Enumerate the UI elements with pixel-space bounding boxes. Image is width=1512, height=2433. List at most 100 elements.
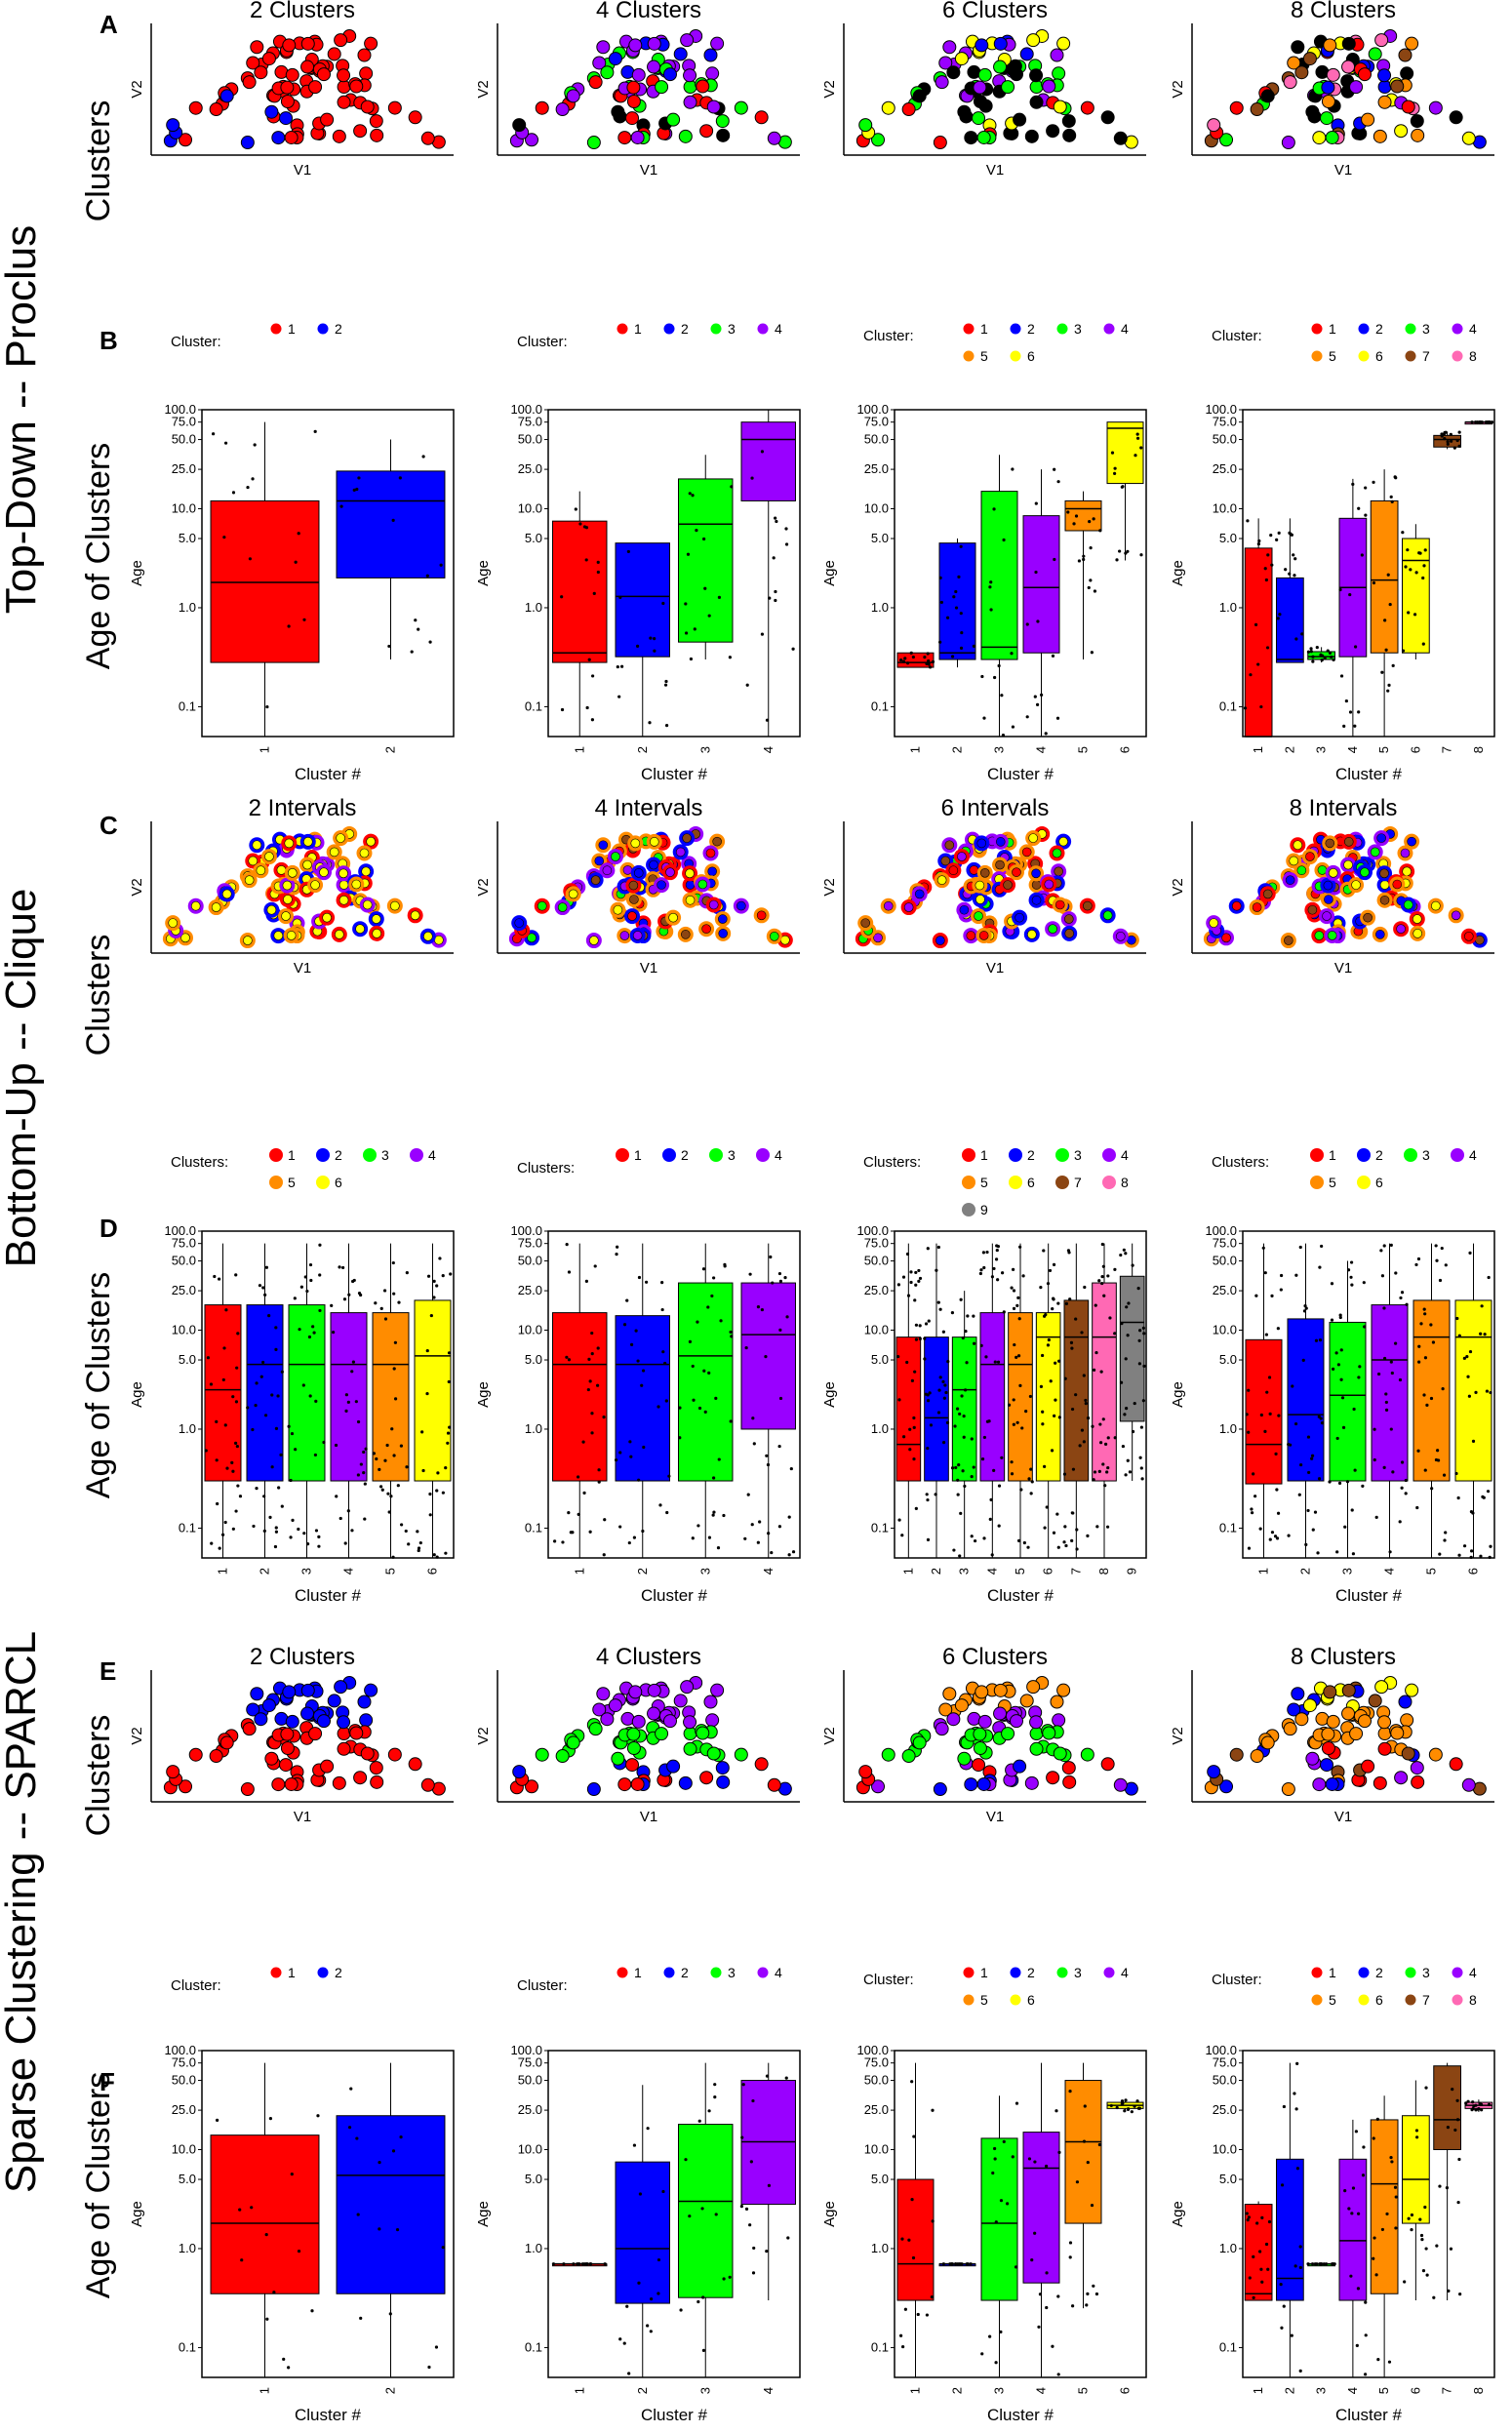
data-point	[767, 131, 781, 145]
jitter-point	[418, 1540, 422, 1545]
jitter-point	[352, 488, 356, 492]
data-point	[1410, 1761, 1424, 1775]
data-point	[1321, 1727, 1335, 1741]
jitter-point	[1088, 520, 1092, 524]
data-point	[387, 1747, 402, 1762]
y-tick-label: 0.1	[525, 2339, 542, 2354]
jitter-point	[248, 557, 253, 561]
y-tick-label: 10.0	[864, 1322, 889, 1336]
jitter-point	[1024, 1410, 1028, 1414]
x-tick-label: 5	[1376, 746, 1391, 753]
jitter-point	[378, 2227, 381, 2231]
jitter-point	[765, 718, 770, 722]
box	[1064, 2080, 1102, 2224]
data-point	[555, 102, 570, 117]
data-point	[1461, 1777, 1476, 1792]
jitter-point	[901, 1275, 906, 1279]
x-tick-label: 2	[950, 2387, 965, 2394]
jitter-point	[901, 659, 905, 663]
y-tick-label: 75.0	[518, 415, 542, 429]
jitter-point	[628, 1440, 632, 1444]
data-point	[1019, 47, 1034, 61]
data-point	[668, 912, 678, 923]
jitter-point	[966, 1314, 970, 1318]
legend-label: 6	[1027, 1175, 1035, 1190]
jitter-point	[1247, 2215, 1251, 2219]
jitter-point	[1304, 1306, 1308, 1310]
legend-title: Clusters:	[517, 1160, 575, 1177]
jitter-point	[707, 2109, 711, 2113]
jitter-point	[996, 1278, 1000, 1282]
data-point	[611, 852, 620, 861]
jitter-point	[1025, 622, 1029, 626]
x-axis-label: V1	[986, 1809, 1004, 1825]
x-tick-label: 8	[1471, 2387, 1486, 2394]
data-point	[1100, 1757, 1115, 1772]
jitter-point	[909, 651, 913, 655]
box-cluster-4: 4	[1338, 478, 1368, 753]
jitter-point	[990, 1553, 994, 1557]
legend: Cluster: 1 2 3 45 6 7 8	[1212, 1965, 1477, 2008]
jitter-point	[729, 1330, 733, 1335]
box-cluster-7: 7	[1062, 1243, 1091, 1575]
jitter-point	[1294, 637, 1298, 641]
jitter-point	[308, 1394, 312, 1398]
y-tick-label: 10.0	[864, 500, 889, 515]
x-tick-label: 2	[1298, 1568, 1313, 1575]
legend-swatch-1	[617, 1967, 628, 1978]
data-point	[626, 1740, 641, 1755]
jitter-point	[297, 1527, 300, 1532]
jitter-point	[1364, 486, 1368, 490]
jitter-point	[1069, 1340, 1074, 1344]
jitter-point	[1393, 475, 1397, 479]
row-label-d-age: Age of Clusters	[80, 1272, 117, 1498]
jitter-point	[317, 1535, 321, 1538]
jitter-point	[1424, 2247, 1428, 2251]
jitter-point	[1276, 617, 1280, 620]
data-point	[622, 865, 633, 875]
boxplot-b-3: Cluster: 1 2 3 45 6100.075.050.025.010.05.01.…	[821, 321, 1147, 783]
jitter-point	[1070, 1407, 1075, 1412]
jitter-point	[577, 1475, 580, 1479]
jitter-point	[993, 675, 997, 680]
jitter-point	[356, 2213, 360, 2216]
legend-label: 3	[1074, 1147, 1082, 1163]
row-label-e-clusters: Clusters	[80, 1715, 117, 1837]
data-point	[697, 879, 708, 890]
jitter-point	[294, 560, 298, 564]
data-point	[1031, 880, 1042, 890]
data-point	[302, 859, 312, 870]
box-cluster-8: 8	[1464, 2099, 1493, 2394]
legend-label: 2	[1027, 1965, 1035, 1980]
data-point	[1207, 1765, 1221, 1779]
data-point	[308, 1727, 323, 1741]
data-point	[608, 1698, 622, 1713]
jitter-point	[1447, 2289, 1451, 2293]
jitter-point	[1456, 1496, 1460, 1500]
jitter-point	[1245, 2212, 1249, 2215]
data-point	[699, 1771, 714, 1785]
data-point	[422, 932, 433, 941]
jitter-point	[1413, 613, 1417, 617]
jitter-point	[941, 1330, 945, 1334]
x-tick-label: 1	[572, 2387, 586, 2394]
jitter-point	[988, 585, 992, 589]
jitter-point	[965, 1361, 969, 1365]
jitter-point	[289, 1536, 293, 1539]
data-point	[1250, 1749, 1264, 1764]
jitter-point	[265, 2317, 269, 2321]
x-axis-label: V1	[1334, 1809, 1352, 1825]
data-point	[993, 36, 1008, 51]
data-point	[649, 859, 658, 870]
data-point	[1349, 1727, 1364, 1741]
jitter-point	[1457, 444, 1461, 448]
data-point	[369, 1761, 383, 1775]
jitter-point	[722, 2277, 726, 2281]
data-point	[976, 130, 991, 144]
data-point	[362, 899, 373, 910]
jitter-point	[1300, 632, 1304, 636]
jitter-point	[425, 574, 429, 578]
jitter-point	[1043, 1526, 1047, 1530]
scatter-title: 2 Clusters	[250, 0, 355, 23]
x-tick-label: 6	[1118, 2387, 1133, 2394]
